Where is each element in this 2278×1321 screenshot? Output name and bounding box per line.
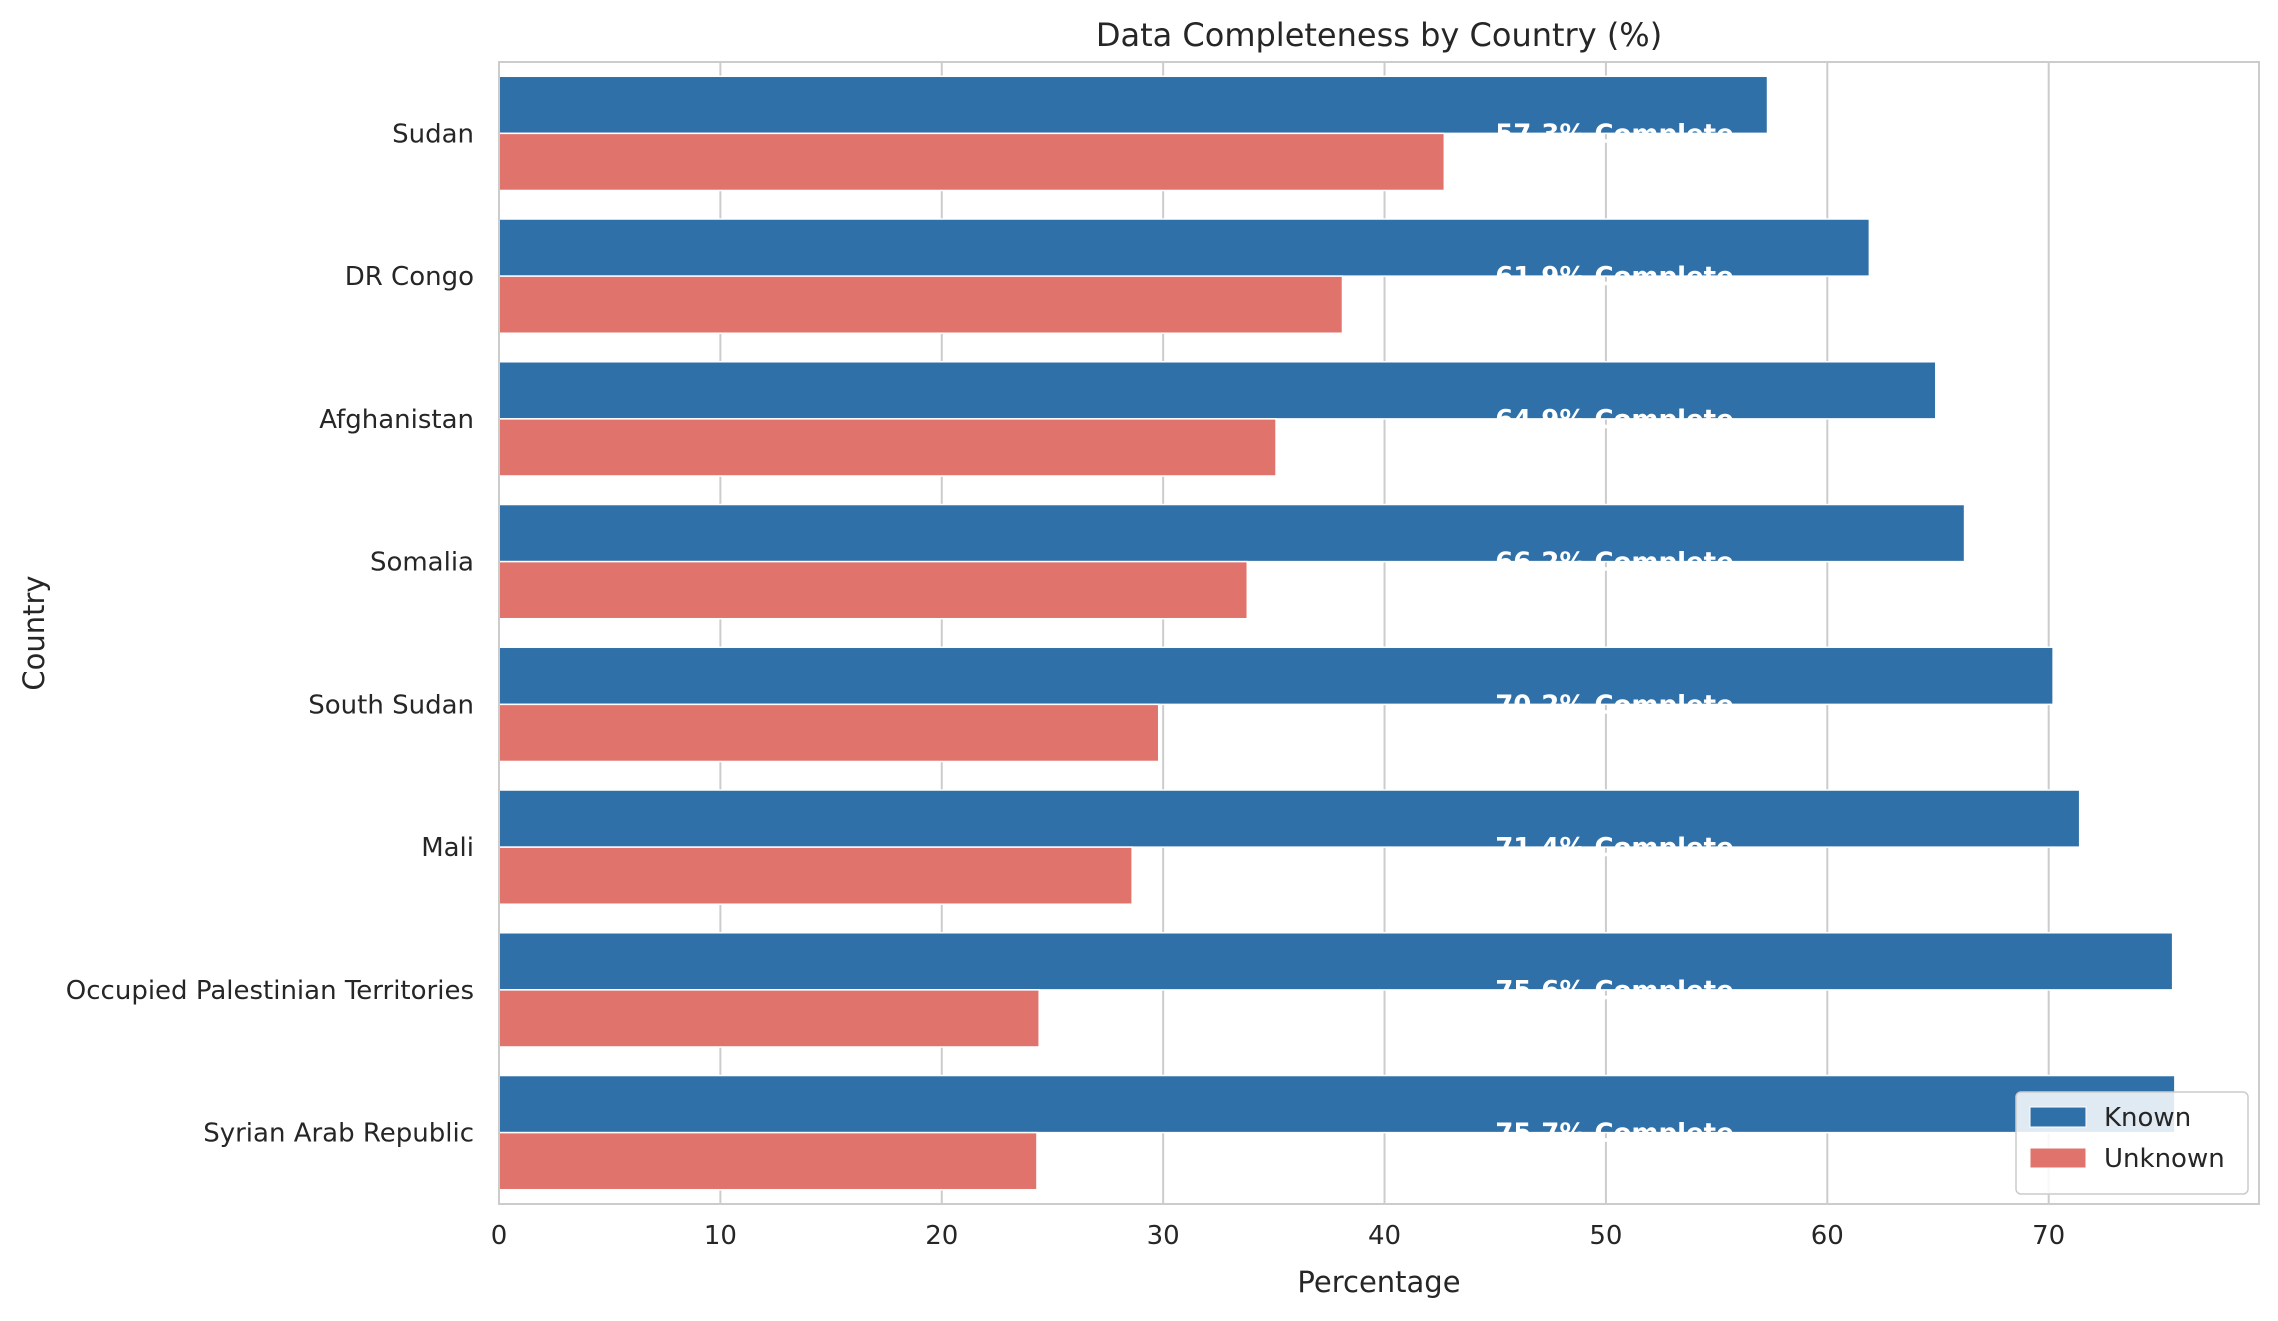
x-axis-label: Percentage: [1297, 1265, 1460, 1299]
y-tick-label: Mali: [421, 833, 474, 863]
x-tick-label: 20: [925, 1221, 958, 1251]
bar-unknown: [498, 132, 1446, 192]
bar-label: 75.6% Complete: [1495, 976, 1734, 1006]
chart-title: Data Completeness by Country (%): [1096, 16, 1662, 54]
bar-unknown: [498, 703, 1160, 763]
bar-known: [498, 75, 1769, 135]
x-tick-label: 10: [704, 1221, 737, 1251]
y-tick-label: Somalia: [370, 548, 474, 578]
bar-label: 61.9% Complete: [1495, 262, 1734, 292]
y-tick-label: Occupied Palestinian Territories: [66, 976, 474, 1006]
x-tick-label: 50: [1589, 1221, 1622, 1251]
bar-label: 75.7% Complete: [1495, 1119, 1734, 1149]
y-tick-label: South Sudan: [308, 690, 474, 720]
bar-known: [498, 1074, 2176, 1134]
bars-layer: [498, 75, 2176, 1191]
y-tick-label: Syrian Arab Republic: [203, 1119, 474, 1149]
bar-known: [498, 646, 2054, 706]
bar-unknown: [498, 418, 1277, 477]
x-ticks: 0 10 20 30 40 50 60 70: [491, 1221, 2066, 1251]
bar-unknown: [498, 989, 1040, 1048]
legend-label-unknown: Unknown: [2104, 1144, 2225, 1174]
x-tick-label: 0: [491, 1221, 508, 1251]
legend: Known Unknown: [2015, 1091, 2249, 1195]
y-axis-label: Country: [17, 575, 51, 690]
bar-label: 71.4% Complete: [1495, 833, 1734, 863]
bar-label: 66.2% Complete: [1495, 548, 1734, 578]
bar-label: 70.2% Complete: [1495, 690, 1734, 720]
bar-known: [498, 932, 2174, 991]
y-tick-label: Sudan: [392, 119, 474, 149]
legend-swatch-unknown: [2029, 1147, 2087, 1169]
x-tick-label: 40: [1368, 1221, 1401, 1251]
y-tick-label: DR Congo: [345, 262, 474, 292]
bar-label: 57.3% Complete: [1495, 119, 1734, 149]
bar-unknown: [498, 275, 1344, 334]
x-tick-label: 30: [1147, 1221, 1180, 1251]
bar-label: 64.9% Complete: [1495, 405, 1734, 435]
bar-labels-layer: 57.3% Complete 61.9% Complete 64.9% Comple…: [1495, 119, 1734, 1148]
bar-unknown: [498, 560, 1249, 620]
y-ticks: Sudan DR Congo Afghanistan Somalia South Sud…: [66, 119, 474, 1148]
x-tick-label: 70: [2032, 1221, 2065, 1251]
legend-label-known: Known: [2104, 1103, 2191, 1133]
plot-frame: [498, 61, 2260, 1205]
bar-unknown: [498, 846, 1133, 905]
y-tick-label: Afghanistan: [319, 405, 474, 435]
bar-unknown: [498, 1131, 1038, 1191]
x-tick-label: 60: [1811, 1221, 1844, 1251]
legend-swatch-known: [2029, 1106, 2087, 1128]
bar-known: [498, 789, 2081, 848]
bar-known: [498, 503, 1966, 563]
